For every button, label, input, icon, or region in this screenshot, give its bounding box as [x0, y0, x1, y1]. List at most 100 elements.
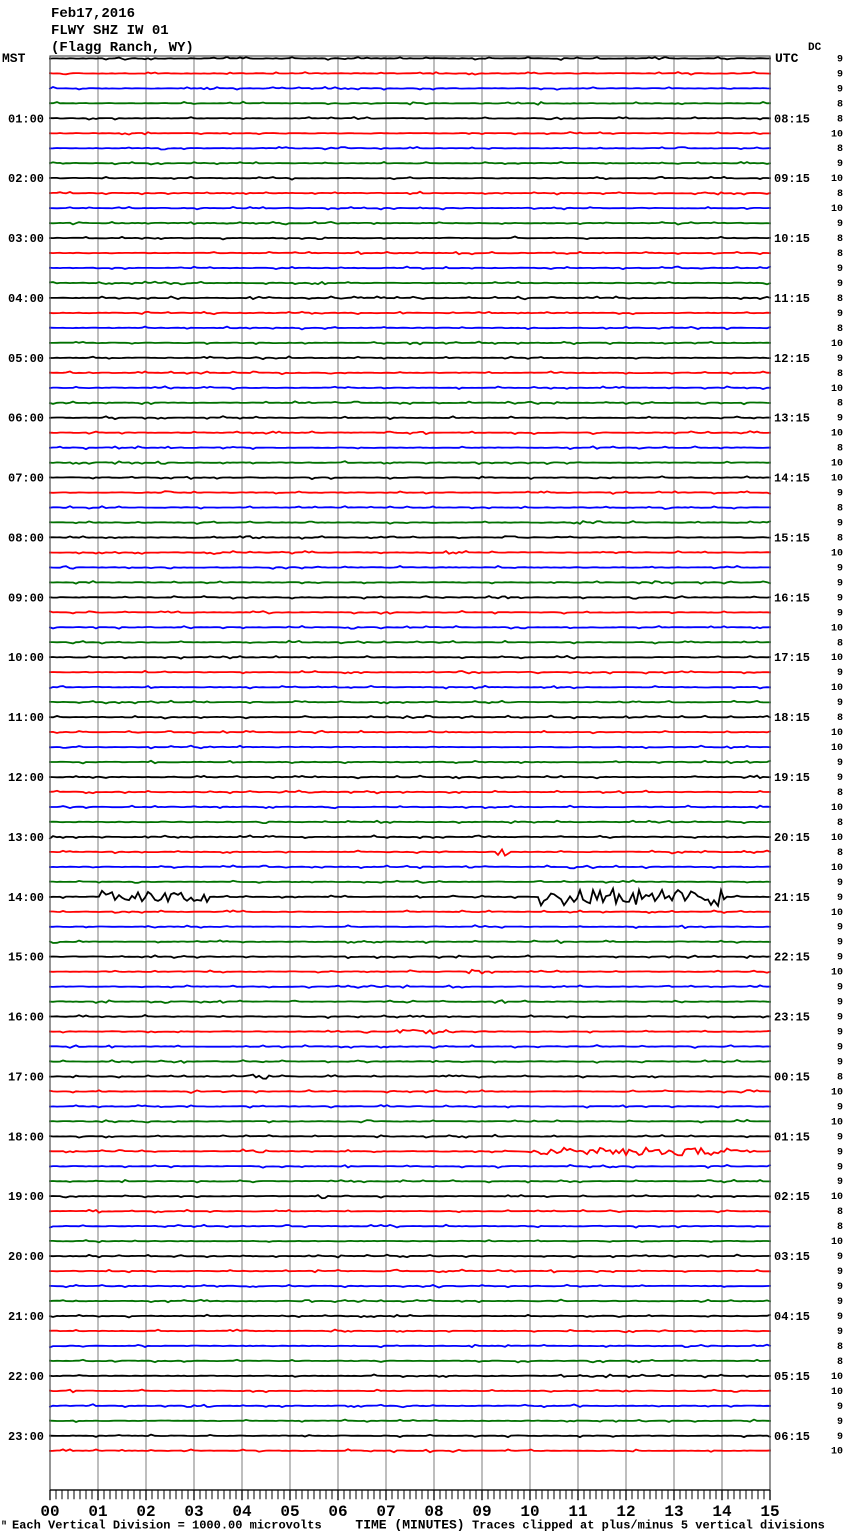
svg-text:MST: MST — [2, 51, 26, 66]
svg-text:04:00: 04:00 — [8, 292, 44, 306]
svg-text:8: 8 — [837, 848, 843, 859]
svg-text:8: 8 — [837, 1357, 843, 1368]
svg-text:00:15: 00:15 — [774, 1070, 810, 1084]
svg-text:9: 9 — [837, 1402, 843, 1413]
svg-text:8: 8 — [837, 369, 843, 380]
svg-text:9: 9 — [837, 893, 843, 904]
svg-text:10: 10 — [831, 459, 843, 470]
svg-text:21:15: 21:15 — [774, 891, 810, 905]
svg-text:8: 8 — [837, 534, 843, 545]
svg-text:10: 10 — [831, 863, 843, 874]
svg-text:14:15: 14:15 — [774, 472, 810, 486]
svg-text:10: 10 — [831, 1117, 843, 1128]
svg-text:02:15: 02:15 — [774, 1190, 810, 1204]
svg-text:09:15: 09:15 — [774, 172, 810, 186]
svg-text:UTC: UTC — [775, 51, 799, 66]
svg-text:17:15: 17:15 — [774, 651, 810, 665]
svg-text:9: 9 — [837, 69, 843, 80]
svg-text:FLWY SHZ IW 01: FLWY SHZ IW 01 — [51, 23, 169, 39]
svg-text:15:15: 15:15 — [774, 532, 810, 546]
svg-text:9: 9 — [837, 1102, 843, 1113]
svg-text:9: 9 — [837, 279, 843, 290]
svg-text:10: 10 — [831, 653, 843, 664]
svg-text:10: 10 — [831, 803, 843, 814]
svg-text:8: 8 — [837, 504, 843, 515]
svg-text:9: 9 — [837, 1058, 843, 1069]
svg-text:10: 10 — [831, 908, 843, 919]
svg-text:8: 8 — [837, 189, 843, 200]
svg-text:9: 9 — [837, 1043, 843, 1054]
svg-text:03:00: 03:00 — [8, 232, 44, 246]
svg-text:06:00: 06:00 — [8, 412, 44, 426]
svg-text:9: 9 — [837, 1162, 843, 1173]
svg-text:20:15: 20:15 — [774, 831, 810, 845]
svg-text:8: 8 — [837, 818, 843, 829]
svg-text:9: 9 — [837, 563, 843, 574]
svg-text:9: 9 — [837, 983, 843, 994]
svg-text:04:15: 04:15 — [774, 1310, 810, 1324]
svg-text:19:15: 19:15 — [774, 771, 810, 785]
svg-text:8: 8 — [837, 788, 843, 799]
svg-text:18:15: 18:15 — [774, 711, 810, 725]
svg-text:10: 10 — [831, 1372, 843, 1383]
svg-text:11:00: 11:00 — [8, 711, 44, 725]
svg-text:8: 8 — [837, 399, 843, 410]
svg-text:10: 10 — [831, 1387, 843, 1398]
svg-text:10: 10 — [831, 474, 843, 485]
svg-text:8: 8 — [837, 444, 843, 455]
svg-text:10: 10 — [831, 1237, 843, 1248]
svg-text:8: 8 — [837, 294, 843, 305]
svg-text:9: 9 — [837, 1013, 843, 1024]
svg-text:8: 8 — [837, 1072, 843, 1083]
svg-text:22:15: 22:15 — [774, 951, 810, 965]
svg-text:Feb17,2016: Feb17,2016 — [51, 6, 135, 22]
svg-text:8: 8 — [837, 1207, 843, 1218]
svg-text:07:00: 07:00 — [8, 472, 44, 486]
svg-text:TIME (MINUTES): TIME (MINUTES) — [355, 1518, 464, 1533]
svg-text:9: 9 — [837, 1177, 843, 1188]
svg-text:9: 9 — [837, 953, 843, 964]
svg-text:10: 10 — [831, 683, 843, 694]
svg-text:20:00: 20:00 — [8, 1250, 44, 1264]
svg-text:9: 9 — [837, 608, 843, 619]
svg-text:16:00: 16:00 — [8, 1011, 44, 1025]
svg-text:9: 9 — [837, 54, 843, 65]
svg-text:9: 9 — [837, 309, 843, 320]
svg-text:10: 10 — [831, 204, 843, 215]
svg-text:01:00: 01:00 — [8, 112, 44, 126]
svg-text:9: 9 — [837, 264, 843, 275]
svg-text:8: 8 — [837, 324, 843, 335]
svg-text:13:15: 13:15 — [774, 412, 810, 426]
svg-text:10: 10 — [831, 384, 843, 395]
svg-text:8: 8 — [837, 1222, 843, 1233]
svg-text:10: 10 — [831, 1192, 843, 1203]
svg-text:9: 9 — [837, 489, 843, 500]
svg-text:13:00: 13:00 — [8, 831, 44, 845]
svg-text:Each Vertical Division = 1000.: Each Vertical Division = 1000.00 microvo… — [12, 1519, 322, 1533]
svg-text:m: m — [2, 1520, 6, 1528]
svg-text:9: 9 — [837, 668, 843, 679]
svg-text:05:15: 05:15 — [774, 1370, 810, 1384]
svg-text:9: 9 — [837, 923, 843, 934]
svg-text:10: 10 — [831, 174, 843, 185]
svg-text:10: 10 — [831, 429, 843, 440]
svg-text:9: 9 — [837, 1252, 843, 1263]
svg-text:9: 9 — [837, 593, 843, 604]
svg-text:9: 9 — [837, 1267, 843, 1278]
svg-text:06:15: 06:15 — [774, 1430, 810, 1444]
svg-text:11:15: 11:15 — [774, 292, 810, 306]
svg-text:9: 9 — [837, 1147, 843, 1158]
svg-text:10: 10 — [831, 728, 843, 739]
svg-text:8: 8 — [837, 114, 843, 125]
svg-text:9: 9 — [837, 758, 843, 769]
svg-text:10: 10 — [831, 968, 843, 979]
svg-text:9: 9 — [837, 354, 843, 365]
svg-text:02:00: 02:00 — [8, 172, 44, 186]
svg-text:9: 9 — [837, 938, 843, 949]
svg-text:9: 9 — [837, 698, 843, 709]
svg-text:03:15: 03:15 — [774, 1250, 810, 1264]
svg-text:Traces clipped at plus/minus 5: Traces clipped at plus/minus 5 vertical … — [472, 1519, 825, 1533]
svg-text:8: 8 — [837, 638, 843, 649]
svg-text:9: 9 — [837, 219, 843, 230]
svg-text:08:00: 08:00 — [8, 532, 44, 546]
